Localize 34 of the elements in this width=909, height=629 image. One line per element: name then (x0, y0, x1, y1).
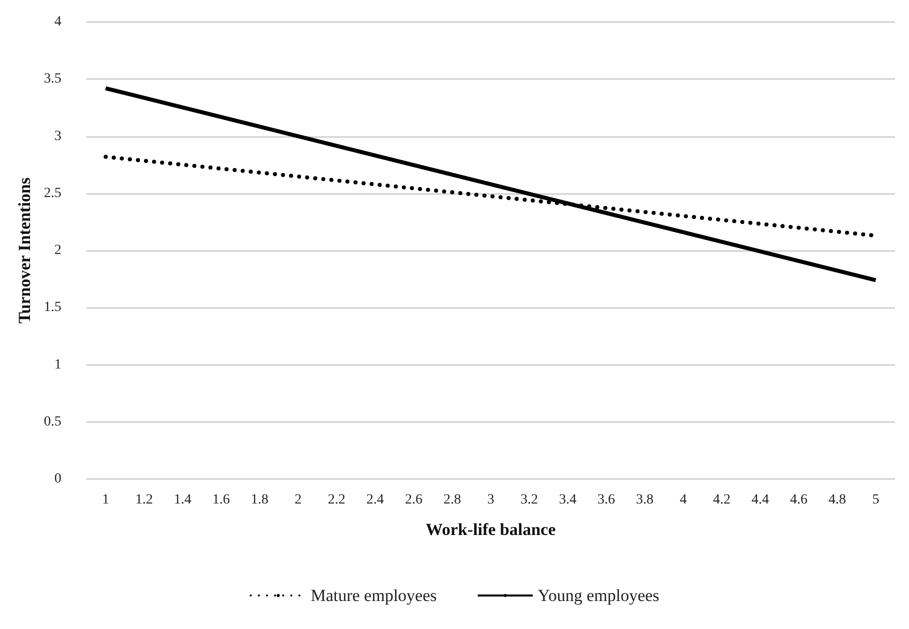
y-axis-title: Turnover Intentions (15, 177, 34, 324)
x-tick-label: 2.6 (404, 492, 422, 508)
y-tick-label: 2.5 (44, 186, 62, 201)
y-tick-label: 0.5 (44, 414, 62, 430)
x-tick-label: 4.2 (712, 492, 730, 508)
y-tick-label: 3 (54, 128, 62, 144)
legend-label: Mature employees (310, 586, 437, 605)
x-tick-label: 4.8 (828, 492, 846, 508)
x-tick-label: 1.4 (174, 492, 192, 508)
x-tick-label: 2.4 (366, 492, 384, 508)
x-axis-title: Work-life balance (426, 520, 556, 539)
x-tick-label: 2.8 (443, 492, 461, 508)
x-tick-label: 1.2 (135, 492, 153, 508)
x-tick-label: 2.2 (328, 492, 346, 508)
x-tick-label: 3.2 (520, 492, 538, 508)
x-tick-label: 3.8 (636, 492, 654, 508)
x-tick-label: 4.6 (790, 492, 808, 508)
x-tick-label: 3.4 (558, 492, 576, 508)
y-tick-label: 0 (54, 472, 62, 486)
x-tick-label: 3 (487, 492, 494, 508)
x-tick-label: 4 (680, 492, 687, 508)
y-tick-label: 3.5 (44, 72, 62, 87)
legend-label: Young employees (538, 586, 660, 605)
x-tick-label: 1 (102, 492, 110, 508)
y-tick-label: 1.5 (44, 300, 62, 316)
y-tick-label: 2 (54, 243, 62, 258)
y-tick-label: 1 (54, 357, 62, 372)
x-tick-label: 1.8 (250, 492, 268, 508)
x-tick-label: 5 (872, 492, 880, 508)
x-tick-label: 3.6 (597, 492, 615, 508)
x-tick-label: 2 (294, 492, 302, 508)
x-tick-label: 4.4 (751, 492, 769, 508)
y-tick-label: 4 (54, 14, 62, 30)
x-tick-label: 1.6 (212, 492, 230, 508)
